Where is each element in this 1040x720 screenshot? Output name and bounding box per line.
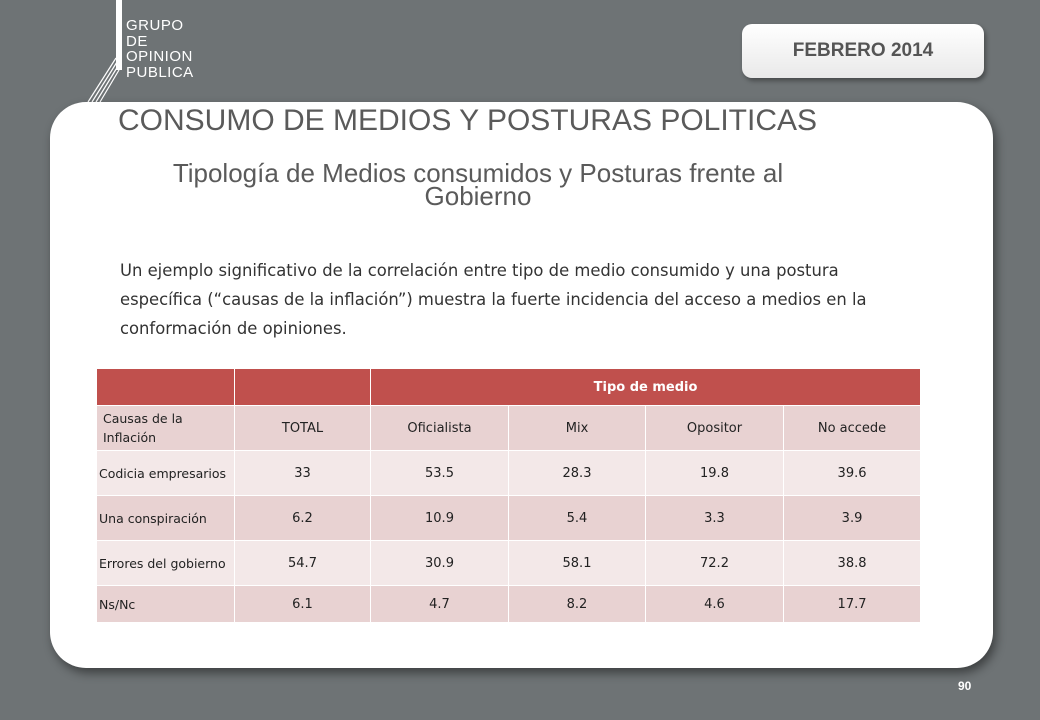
cell-total: 6.1	[234, 585, 371, 623]
row-label: Ns/Nc	[96, 585, 235, 623]
column-header-no-accede: No accede	[782, 405, 922, 451]
cell-opositor: 72.2	[645, 540, 784, 586]
cell-mix: 5.4	[508, 495, 646, 541]
table-column-header-row: Causas de la Inflación TOTAL Oficialista…	[96, 405, 922, 451]
cell-oficialista: 10.9	[370, 495, 509, 541]
column-header-total: TOTAL	[234, 405, 371, 451]
header-empty-cell	[96, 368, 235, 406]
grupo-opinion-publica-logo: GRUPO DE OPINION PUBLICA	[86, 0, 226, 110]
intro-paragraph: Un ejemplo significativo de la correlaci…	[120, 261, 867, 338]
column-header-oficialista: Oficialista	[370, 405, 509, 451]
logo-text: GRUPO DE OPINION PUBLICA	[126, 18, 194, 80]
header-empty-cell	[234, 368, 371, 406]
cell-opositor: 4.6	[645, 585, 784, 623]
row-label: Una conspiración	[96, 495, 235, 541]
cell-total: 6.2	[234, 495, 371, 541]
column-header-opositor: Opositor	[645, 405, 784, 451]
date-badge: FEBRERO 2014	[742, 24, 984, 78]
page-number: 90	[958, 679, 972, 693]
row-label: Errores del gobierno	[96, 540, 235, 586]
cell-mix: 8.2	[508, 585, 646, 623]
cell-oficialista: 53.5	[370, 450, 509, 496]
page-subtitle: Tipología de Medios consumidos y Postura…	[172, 158, 784, 211]
inflation-causes-table: Tipo de medio Causas de la Inflación TOT…	[96, 368, 922, 623]
table-row: Ns/Nc 6.1 4.7 8.2 4.6 17.7	[96, 585, 922, 623]
cell-mix: 28.3	[508, 450, 646, 496]
logo-line-2: DE	[126, 32, 148, 50]
column-header-mix: Mix	[508, 405, 646, 451]
logo-lines-icon	[87, 57, 120, 103]
cell-oficialista: 4.7	[370, 585, 509, 623]
cell-opositor: 19.8	[645, 450, 784, 496]
logo-bar	[116, 0, 122, 70]
cell-no-accede: 17.7	[782, 585, 922, 623]
row-label: Codicia empresarios	[96, 450, 235, 496]
table-row: Codicia empresarios 33 53.5 28.3 19.8 39…	[96, 450, 922, 496]
cell-no-accede: 3.9	[782, 495, 922, 541]
table-row: Una conspiración 6.2 10.9 5.4 3.3 3.9	[96, 495, 922, 541]
cell-opositor: 3.3	[645, 495, 784, 541]
cell-oficialista: 30.9	[370, 540, 509, 586]
cell-no-accede: 38.8	[782, 540, 922, 586]
group-header-tipo-de-medio: Tipo de medio	[369, 368, 922, 406]
cell-total: 33	[234, 450, 371, 496]
page-title: CONSUMO DE MEDIOS Y POSTURAS POLITICAS	[118, 104, 818, 137]
logo-line-4: PUBLICA	[126, 63, 194, 81]
logo-line-3: OPINION	[126, 48, 193, 65]
table-group-header-row: Tipo de medio	[96, 368, 922, 406]
cell-total: 54.7	[234, 540, 371, 586]
cell-mix: 58.1	[508, 540, 646, 586]
column-header-causas: Causas de la Inflación	[96, 405, 235, 451]
table-row: Errores del gobierno 54.7 30.9 58.1 72.2…	[96, 540, 922, 586]
logo-line-1: GRUPO	[126, 17, 184, 34]
cell-no-accede: 39.6	[782, 450, 922, 496]
